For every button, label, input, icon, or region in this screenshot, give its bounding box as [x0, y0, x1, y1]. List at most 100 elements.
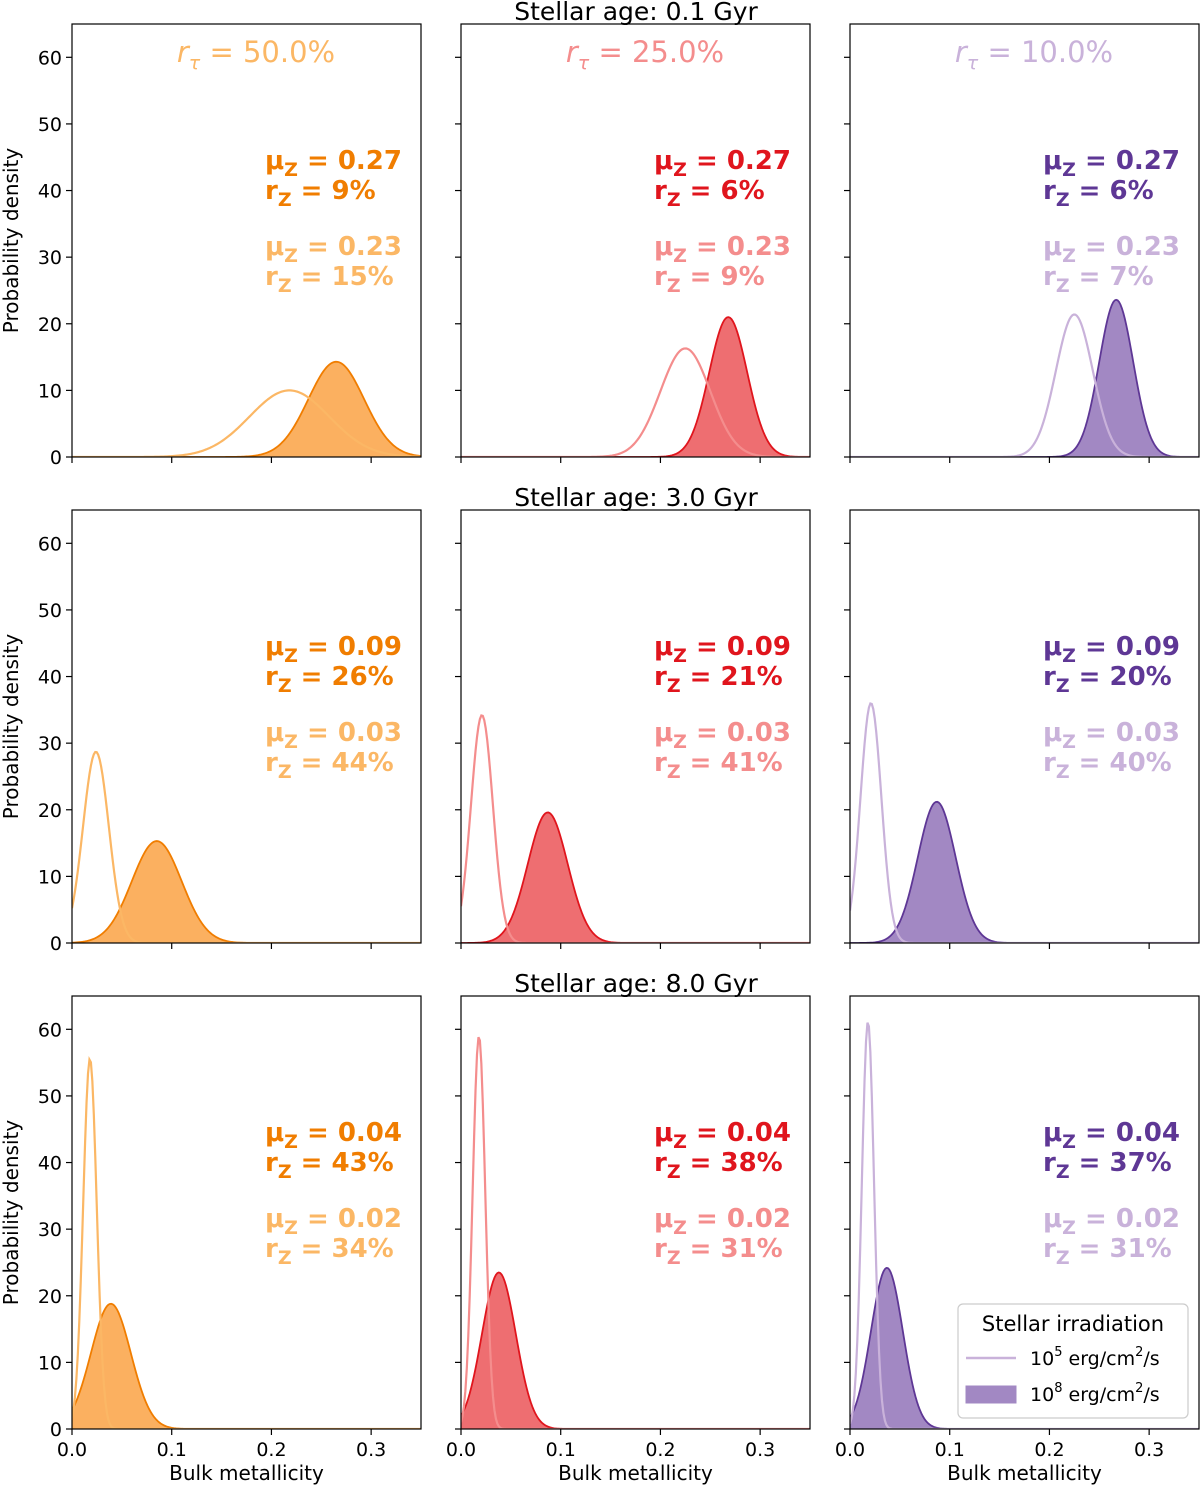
r-low-label: rZ = 44% [265, 748, 394, 783]
y-tick-label: 30 [38, 733, 62, 755]
x-tick-label: 0.0 [446, 1439, 476, 1461]
legend-fill-swatch [965, 1385, 1017, 1404]
panel-r2-c1: 0 10 20 30 40 50 60 Probability density μZ = 0.0… [0, 509, 422, 955]
y-tick-label: 10 [38, 380, 62, 402]
axes-frame [71, 509, 422, 944]
y-tick-label: 10 [38, 1352, 62, 1374]
high-irradiation-curve [850, 800, 1199, 943]
r-high-label: rZ = 20% [1043, 662, 1172, 697]
mu-low-label: μZ = 0.03 [654, 718, 791, 753]
x-tick-label: 0.3 [1134, 1439, 1164, 1461]
mu-high-label: μZ = 0.04 [654, 1118, 791, 1153]
plot-area [461, 1036, 810, 1429]
r-low-label: rZ = 34% [265, 1234, 394, 1269]
high-irradiation-curve [850, 298, 1199, 457]
y-tick-label: 40 [38, 667, 62, 689]
legend-low-label: 105 erg/cm2/s [1030, 1345, 1160, 1370]
r-high-label: rZ = 43% [265, 1148, 394, 1183]
axes-frame [849, 23, 1200, 458]
y-tick-label: 50 [38, 1086, 62, 1108]
low-irradiation-curve [461, 347, 810, 457]
y-tick-label: 0 [50, 933, 62, 955]
x-tick-label: 0.1 [546, 1439, 576, 1461]
y-tick-label: 30 [38, 1219, 62, 1241]
y-tick-label: 20 [38, 800, 62, 822]
x-tick-label: 0.2 [645, 1439, 675, 1461]
x-tick-label: 0.1 [157, 1439, 187, 1461]
axes-frame [460, 995, 811, 1430]
mu-low-label: μZ = 0.03 [265, 718, 402, 753]
x-tick-label: 0.3 [356, 1439, 386, 1461]
mu-high-label: μZ = 0.27 [1043, 146, 1180, 181]
axes-frame [460, 23, 811, 458]
y-tick-label: 20 [38, 1286, 62, 1308]
r-low-label: rZ = 41% [654, 748, 783, 783]
r-high-label: rZ = 21% [654, 662, 783, 697]
axes-frame [849, 509, 1200, 944]
high-irradiation-fill [850, 801, 1199, 943]
y-tick-label: 40 [38, 1153, 62, 1175]
y-tick-label: 50 [38, 600, 62, 622]
high-irradiation-fill [72, 361, 421, 457]
y-tick-label: 60 [38, 1019, 62, 1041]
row-title-1: Stellar age: 0.1 Gyr [514, 0, 758, 26]
high-irradiation-curve [461, 1271, 810, 1429]
axes-frame [849, 995, 1200, 1430]
r-low-label: rZ = 15% [265, 262, 394, 297]
x-tick-label: 0.2 [256, 1439, 286, 1461]
r-tau-label: rτ = 25.0% [566, 35, 724, 74]
high-irradiation-fill [72, 841, 421, 943]
mu-low-label: μZ = 0.02 [654, 1204, 791, 1239]
y-tick-label: 60 [38, 533, 62, 555]
row-title-3: Stellar age: 8.0 Gyr [514, 969, 758, 998]
r-tau-label: rτ = 50.0% [177, 35, 335, 74]
high-irradiation-fill [850, 299, 1199, 457]
r-high-label: rZ = 6% [654, 176, 765, 211]
r-high-label: rZ = 9% [265, 176, 376, 211]
mu-low-label: μZ = 0.02 [1043, 1204, 1180, 1239]
mu-high-label: μZ = 0.04 [1043, 1118, 1180, 1153]
plot-area [850, 298, 1199, 457]
legend: Stellar irradiation 105 erg/cm2/s 108 erg/… [957, 1303, 1189, 1419]
axes-frame [71, 995, 422, 1430]
mu-low-label: μZ = 0.23 [654, 232, 791, 267]
mu-high-label: μZ = 0.09 [1043, 632, 1180, 667]
panel-r1-c1: 0 10 20 30 40 50 60 Probability density rτ = 50.… [0, 23, 422, 469]
low-irradiation-curve [461, 714, 810, 943]
y-tick-label: 10 [38, 866, 62, 888]
axes-frame [460, 509, 811, 944]
x-axis-label: Bulk metallicity [169, 1461, 324, 1485]
y-tick-label: 40 [38, 181, 62, 203]
plot-area [461, 316, 810, 457]
mu-low-label: μZ = 0.23 [265, 232, 402, 267]
legend-title: Stellar irradiation [982, 1312, 1164, 1336]
high-irradiation-fill [72, 1303, 421, 1429]
y-axis-label: Probability density [0, 148, 23, 334]
mu-low-label: μZ = 0.02 [265, 1204, 402, 1239]
mu-low-label: μZ = 0.23 [1043, 232, 1180, 267]
high-irradiation-fill [461, 812, 810, 943]
x-tick-label: 0.1 [935, 1439, 965, 1461]
plot-area [850, 1022, 1199, 1429]
y-tick-label: 60 [38, 47, 62, 69]
high-irradiation-fill [850, 1267, 1199, 1429]
high-irradiation-fill [461, 317, 810, 457]
r-low-label: rZ = 40% [1043, 748, 1172, 783]
plot-area [72, 1055, 421, 1429]
mu-high-label: μZ = 0.09 [654, 632, 791, 667]
mu-high-label: μZ = 0.27 [654, 146, 791, 181]
r-high-label: rZ = 6% [1043, 176, 1154, 211]
low-irradiation-curve [72, 750, 421, 943]
x-axis-label: Bulk metallicity [947, 1461, 1102, 1485]
panel-r3-c1: 0 10 20 30 40 50 60 0.0 0.1 0.2 0.3 Probability den… [0, 995, 422, 1485]
x-tick-label: 0.0 [835, 1439, 865, 1461]
y-tick-label: 0 [50, 447, 62, 469]
y-tick-label: 20 [38, 314, 62, 336]
